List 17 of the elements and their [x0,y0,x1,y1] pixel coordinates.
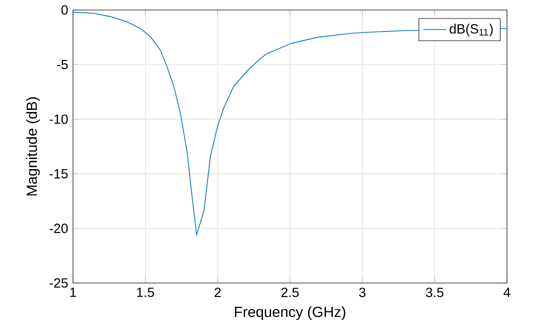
x-tick-label: 2 [214,288,221,298]
line-series [73,12,508,236]
y-tick-label: -25 [50,278,68,288]
x-tick-label: 3.5 [426,288,444,298]
x-axis-title: Frequency (GHz) [234,306,346,320]
y-tick-label: -20 [50,224,68,234]
y-tick-label: -15 [50,169,68,178]
legend-label: dB(S$_{11}$) [450,24,493,36]
x-tick-label: 3 [359,288,366,298]
x-tick-label: 1.5 [137,288,154,298]
x-tick-label: 1 [70,288,76,297]
y-tick-label: -10 [50,114,68,124]
x-tick-label: 4 [504,288,510,297]
y-tick-label: -5 [57,60,68,70]
y-tick-label: 0 [61,5,68,15]
x-tick-label: 2.5 [281,288,299,298]
y-axis-title: Magnitude (dB) [26,97,40,196]
